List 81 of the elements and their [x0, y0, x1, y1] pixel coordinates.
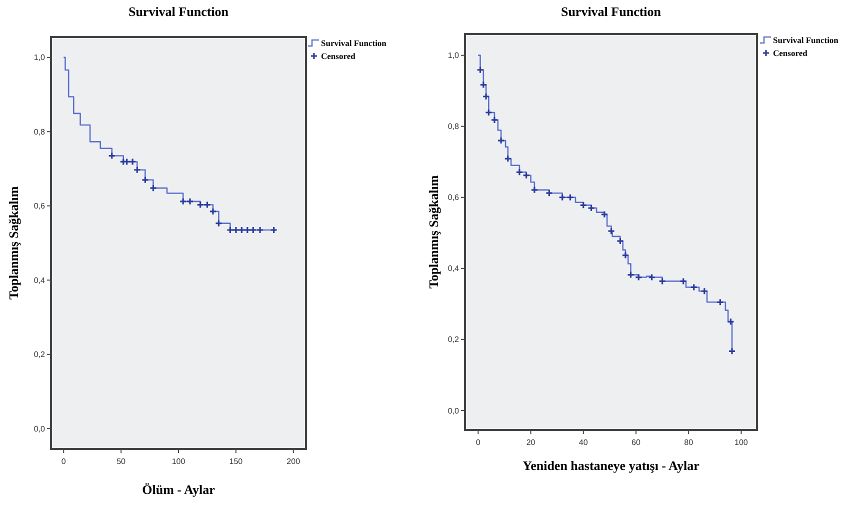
x-axis-title: Ölüm - Aylar — [142, 482, 216, 497]
point — [716, 298, 724, 306]
point — [133, 166, 141, 174]
legend-label: Survival Function — [321, 38, 387, 48]
point — [141, 176, 149, 184]
point — [616, 237, 624, 245]
point — [726, 318, 734, 326]
point — [658, 277, 666, 285]
point — [700, 287, 708, 295]
y-axis-title: Toplanmış Sağkalım — [6, 186, 21, 300]
point — [587, 204, 596, 212]
point — [607, 227, 616, 235]
point — [680, 277, 688, 285]
x-tick-label: 60 — [632, 438, 641, 447]
y-tick-label: 0,4 — [448, 264, 460, 274]
point — [238, 226, 246, 234]
y-tick-label: 1,0 — [448, 51, 460, 60]
y-tick-label: 0,4 — [34, 276, 46, 285]
y-tick-label: 0,2 — [448, 335, 460, 344]
point — [232, 226, 240, 234]
point — [203, 200, 212, 209]
chart-title: Survival Function — [128, 4, 230, 19]
point — [490, 116, 498, 124]
x-tick-label: 0 — [476, 438, 481, 447]
y-tick-label: 0,0 — [34, 424, 46, 434]
point — [128, 158, 136, 166]
y-tick-label: 0,6 — [34, 202, 46, 211]
point — [209, 208, 217, 216]
point — [123, 158, 131, 166]
point — [108, 152, 116, 160]
point — [179, 198, 187, 206]
point — [497, 136, 505, 144]
point — [244, 226, 252, 234]
point — [545, 189, 553, 197]
point — [196, 200, 204, 209]
x-tick-label: 150 — [229, 457, 244, 466]
x-tick-label: 40 — [578, 438, 588, 447]
point — [482, 92, 490, 100]
point — [186, 198, 194, 206]
x-tick-label: 100 — [172, 457, 186, 466]
point — [522, 172, 530, 180]
chart-title: Survival Function — [560, 4, 662, 19]
x-tick-label: 50 — [116, 457, 126, 466]
point — [484, 108, 492, 116]
y-tick-label: 0,2 — [34, 350, 46, 360]
y-axis-title: Toplanmış Sağkalım — [426, 175, 441, 289]
point — [516, 168, 524, 176]
x-tick-label: 0 — [61, 457, 66, 466]
x-tick-label: 100 — [734, 438, 748, 447]
x-tick-label: 80 — [684, 438, 694, 447]
point — [728, 347, 736, 355]
y-tick-label: 0,8 — [34, 127, 46, 136]
x-axis-title: Yeniden hastaneye yatışı - Aylar — [522, 458, 700, 473]
point — [476, 66, 484, 74]
legend-label: Censored — [773, 48, 808, 58]
x-tick-label: 20 — [526, 438, 536, 447]
point — [690, 283, 698, 292]
point — [249, 226, 257, 234]
y-tick-label: 0,6 — [448, 193, 460, 202]
point — [600, 210, 608, 218]
point — [256, 226, 264, 234]
point — [580, 201, 588, 209]
legend-label: Survival Function — [773, 34, 839, 45]
x-tick-label: 200 — [286, 457, 301, 466]
point — [622, 251, 630, 260]
point — [214, 220, 223, 228]
y-tick-label: 0,0 — [448, 406, 460, 416]
point — [149, 184, 158, 192]
point — [504, 154, 512, 162]
y-tick-label: 0,8 — [448, 122, 460, 132]
point — [648, 273, 656, 282]
point — [530, 186, 538, 194]
point — [634, 273, 642, 282]
legend-label: Censored — [321, 50, 356, 61]
point — [480, 80, 488, 89]
point — [626, 270, 635, 279]
point — [270, 226, 278, 234]
point — [566, 194, 574, 202]
point — [558, 194, 566, 202]
y-tick-label: 1,0 — [34, 53, 46, 62]
point — [226, 226, 234, 234]
